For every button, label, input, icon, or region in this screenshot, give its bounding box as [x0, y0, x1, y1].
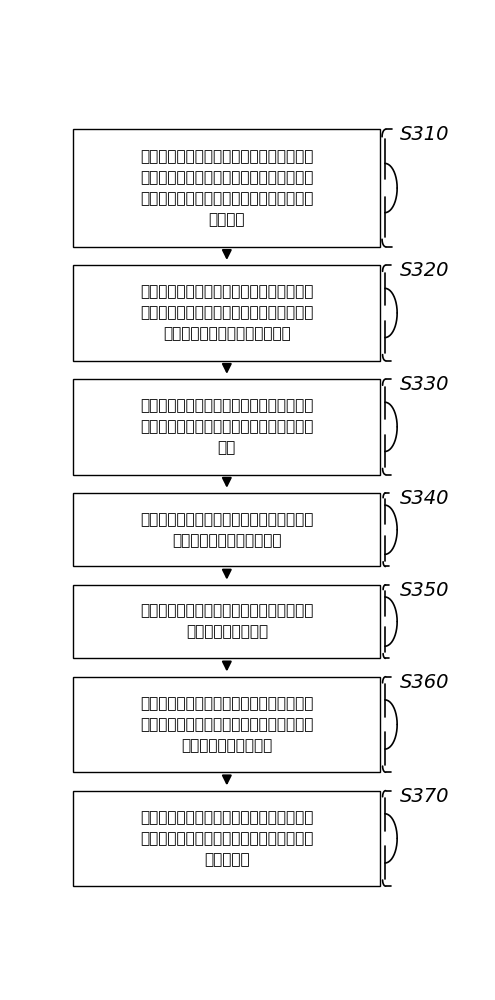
FancyBboxPatch shape	[73, 129, 380, 247]
Text: S340: S340	[400, 489, 450, 508]
Text: S350: S350	[400, 581, 450, 600]
FancyBboxPatch shape	[73, 791, 380, 886]
FancyBboxPatch shape	[73, 493, 380, 566]
Text: S320: S320	[400, 261, 450, 280]
Text: 服务器根据第二目标异常车辆状态信息，更
新第二路段的异常等级权值: 服务器根据第二目标异常车辆状态信息，更 新第二路段的异常等级权值	[140, 512, 313, 548]
Text: S310: S310	[400, 125, 450, 144]
Text: 服务器获取至少一个车机端发送的异常车辆
的位置关联信息，位置关联信息包括：异常
车辆的位置信息、异常时间信息及异常车辆
状态信息: 服务器获取至少一个车机端发送的异常车辆 的位置关联信息，位置关联信息包括：异常 …	[140, 149, 313, 227]
FancyBboxPatch shape	[73, 585, 380, 658]
Text: S330: S330	[400, 375, 450, 394]
FancyBboxPatch shape	[73, 265, 380, 361]
FancyBboxPatch shape	[73, 677, 380, 772]
Text: 服务器根据异常时间信息，筛选与设定时间
区间对应的第二目标异常车辆的位置信息，
以及第二目标异常车辆状态信息: 服务器根据异常时间信息，筛选与设定时间 区间对应的第二目标异常车辆的位置信息， …	[140, 284, 313, 341]
Text: 服务器将异常等级权值超过等级阈值的第二
路段预测为拥堵路段: 服务器将异常等级权值超过等级阈值的第二 路段预测为拥堵路段	[140, 604, 313, 640]
Text: 服务器根据第二目标异常车辆的位置信息，
在地图中确定第二目标异常车辆所在的第二
路段: 服务器根据第二目标异常车辆的位置信息， 在地图中确定第二目标异常车辆所在的第二 …	[140, 398, 313, 455]
FancyBboxPatch shape	[73, 379, 380, 475]
Text: 服务器向第一终端发送路径重规划提示，以
指导与第一终端对应的导航用户重新规划规
避拥堵路段的导航路线: 服务器向第一终端发送路径重规划提示，以 指导与第一终端对应的导航用户重新规划规 …	[140, 696, 313, 753]
Text: S360: S360	[400, 673, 450, 692]
Text: 服务器向第二终端发送目的地重选择提示，
以指导与第二终端对应的导航用户重新选择
导航目的地: 服务器向第二终端发送目的地重选择提示， 以指导与第二终端对应的导航用户重新选择 …	[140, 810, 313, 867]
Text: S370: S370	[400, 787, 450, 806]
